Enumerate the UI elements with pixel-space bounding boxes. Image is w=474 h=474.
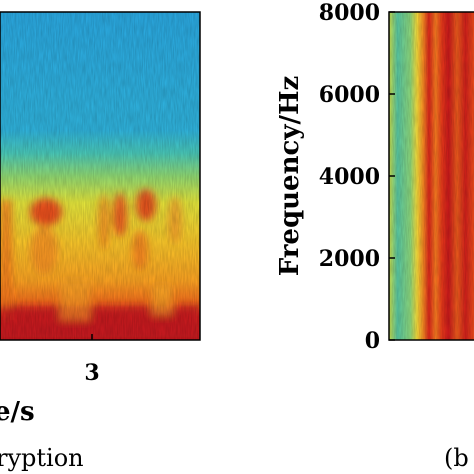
y-tick-label-8000: 8000 [319, 0, 380, 26]
y-tick-label-6000: 6000 [319, 82, 380, 108]
y-tick-label-4000: 4000 [319, 164, 380, 190]
left-caption: ryption [0, 444, 84, 472]
left-spectrogram-texture [0, 12, 200, 340]
right-y-axis: 0 2000 4000 6000 8000 [319, 0, 395, 354]
right-spectrogram-texture [389, 12, 474, 340]
right-y-axis-label: Frequency/Hz [275, 76, 305, 277]
left-spectrogram [0, 12, 200, 340]
left-x-axis-label: e/s [0, 397, 35, 427]
left-axes-frame [0, 11, 201, 341]
y-tick-label-2000: 2000 [319, 246, 380, 272]
y-tick-label-0: 0 [365, 328, 380, 354]
left-x-tick-label: 3 [84, 360, 99, 386]
right-spectrogram [389, 12, 474, 340]
right-caption: (b [444, 444, 469, 472]
